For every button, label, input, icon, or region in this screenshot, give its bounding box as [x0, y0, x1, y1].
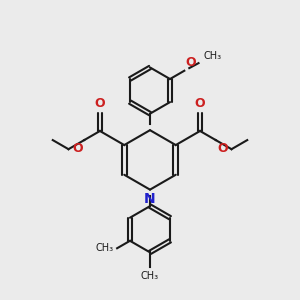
Text: O: O [72, 142, 83, 155]
Text: O: O [186, 56, 196, 69]
Text: O: O [94, 97, 105, 110]
Text: CH₃: CH₃ [203, 50, 222, 61]
Text: O: O [217, 142, 228, 155]
Text: CH₃: CH₃ [141, 271, 159, 281]
Text: O: O [195, 97, 206, 110]
Text: N: N [144, 192, 156, 206]
Text: CH₃: CH₃ [95, 243, 113, 253]
